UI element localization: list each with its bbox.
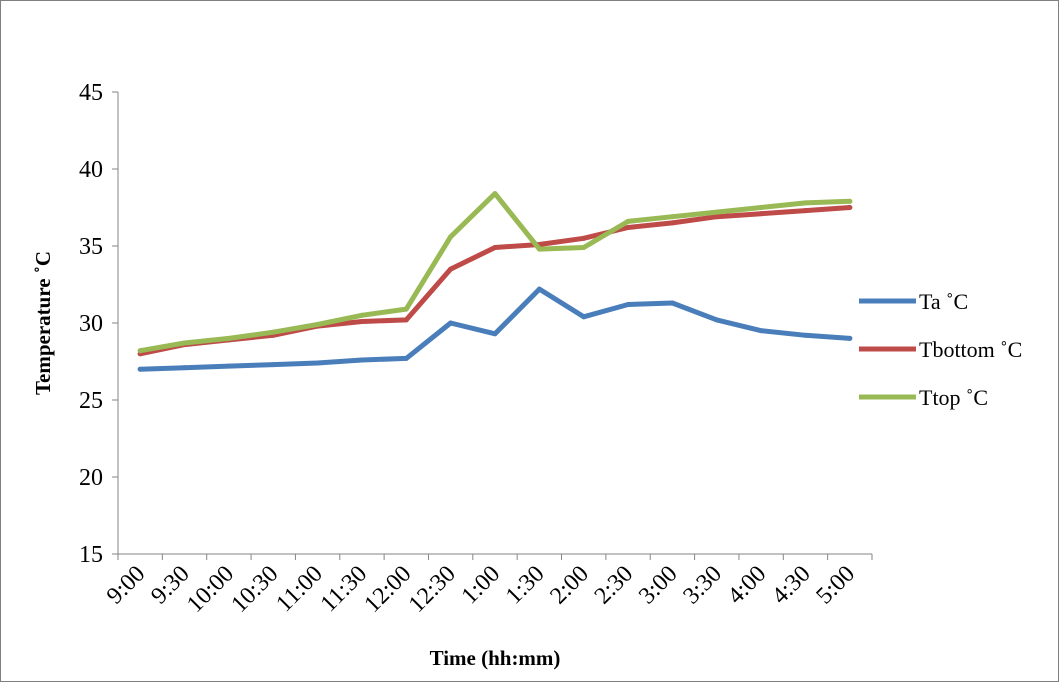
x-tick-label: 10:30 xyxy=(226,561,283,618)
data-point xyxy=(803,208,808,213)
data-point xyxy=(404,317,409,322)
data-point xyxy=(493,245,498,250)
x-tick-label: 4:30 xyxy=(767,561,816,610)
data-point xyxy=(670,214,675,219)
legend-label: Ta ˚C xyxy=(919,289,968,314)
data-point xyxy=(670,220,675,225)
data-point xyxy=(759,205,764,210)
x-tick-label: 10:00 xyxy=(182,561,239,618)
data-point xyxy=(226,364,231,369)
x-tick-label: 12:00 xyxy=(359,561,416,618)
y-tick-label: 35 xyxy=(79,234,103,260)
x-tick-label: 2:00 xyxy=(545,561,594,610)
data-point xyxy=(271,362,276,367)
data-point xyxy=(359,357,364,362)
data-point xyxy=(182,365,187,370)
x-tick-label: 11:30 xyxy=(316,561,372,617)
data-point xyxy=(847,205,852,210)
data-point xyxy=(404,356,409,361)
x-tick-label: 2:30 xyxy=(590,561,639,610)
data-point xyxy=(714,210,719,215)
x-tick-label: 4:00 xyxy=(723,561,772,610)
data-point xyxy=(847,199,852,204)
data-point xyxy=(803,333,808,338)
y-tick-label: 30 xyxy=(79,311,103,337)
data-point xyxy=(626,219,631,224)
data-point xyxy=(626,225,631,230)
data-point xyxy=(138,348,143,353)
y-tick-label: 20 xyxy=(79,465,103,491)
legend-label: Tbottom ˚C xyxy=(919,337,1022,362)
data-point xyxy=(670,300,675,305)
series-lines xyxy=(138,191,853,372)
legend-label: Ttop ˚C xyxy=(919,385,988,410)
x-tick-label: 12:30 xyxy=(404,561,461,618)
data-point xyxy=(581,236,586,241)
data-point xyxy=(138,367,143,372)
data-point xyxy=(271,330,276,335)
axis-ticks xyxy=(112,92,872,560)
series-line xyxy=(140,289,850,369)
x-tick-labels: 9:009:3010:0010:3011:0011:3012:0012:301:… xyxy=(102,561,860,618)
x-tick-label: 1:00 xyxy=(457,561,506,610)
data-point xyxy=(226,336,231,341)
x-tick-label: 9:00 xyxy=(102,561,151,610)
data-point xyxy=(404,307,409,312)
legend: Ta ˚C Tbottom ˚C Ttop ˚C xyxy=(859,289,1022,410)
data-point xyxy=(803,200,808,205)
y-axis-title: Temperature ˚C xyxy=(31,251,55,395)
data-point xyxy=(714,214,719,219)
data-point xyxy=(493,331,498,336)
data-point xyxy=(581,314,586,319)
data-point xyxy=(847,336,852,341)
data-point xyxy=(759,211,764,216)
data-point xyxy=(448,267,453,272)
x-tick-label: 1:30 xyxy=(501,561,550,610)
y-tick-labels: 15 20 25 30 35 40 45 xyxy=(79,80,103,568)
data-point xyxy=(537,287,542,292)
y-tick-label: 45 xyxy=(79,80,103,106)
y-tick-label: 15 xyxy=(79,542,103,568)
data-point xyxy=(537,247,542,252)
x-tick-label: 3:00 xyxy=(634,561,683,610)
y-tick-label: 25 xyxy=(79,388,103,414)
data-point xyxy=(182,341,187,346)
data-point xyxy=(448,321,453,326)
x-axis-title: Time (hh:mm) xyxy=(430,646,561,670)
data-point xyxy=(493,191,498,196)
data-point xyxy=(359,319,364,324)
data-point xyxy=(759,328,764,333)
x-tick-label: 11:00 xyxy=(271,561,327,617)
y-tick-label: 40 xyxy=(79,157,103,183)
data-point xyxy=(626,302,631,307)
data-point xyxy=(315,322,320,327)
data-point xyxy=(714,317,719,322)
data-point xyxy=(581,245,586,250)
data-point xyxy=(359,313,364,318)
data-point xyxy=(448,234,453,239)
x-tick-label: 3:30 xyxy=(678,561,727,610)
x-tick-label: 5:00 xyxy=(812,561,861,610)
data-point xyxy=(315,361,320,366)
